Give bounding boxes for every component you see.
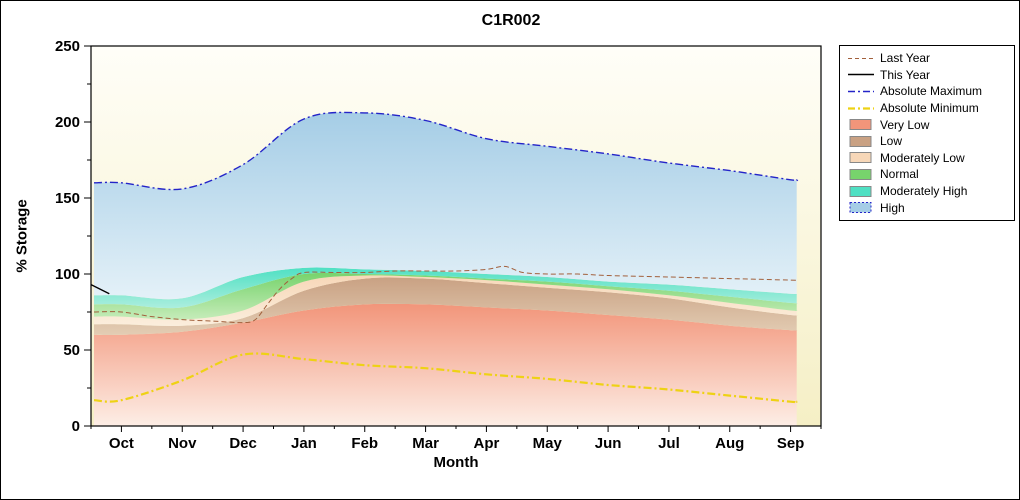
y-tick-label: 100 — [55, 266, 80, 283]
legend-item-normal: Normal — [846, 166, 1008, 183]
legend-item-last-year: Last Year — [846, 50, 1008, 67]
legend-swatch — [849, 119, 872, 131]
legend-swatch — [849, 185, 872, 197]
x-tick-label: Apr — [473, 435, 499, 452]
band-low — [94, 277, 798, 336]
x-tick-label: Nov — [168, 435, 197, 452]
legend-label: Low — [880, 134, 903, 149]
legend-swatch — [849, 152, 872, 164]
y-axis-label: % Storage — [13, 199, 31, 273]
legend-label: High — [880, 200, 905, 215]
band-very-low — [94, 303, 798, 426]
band-moderately-low — [94, 275, 798, 326]
line-last-year — [93, 265, 797, 324]
legend-swatch — [848, 57, 874, 59]
legend-label: Absolute Maximum — [880, 84, 983, 99]
legend-item-low: Low — [846, 133, 1008, 150]
x-tick-label: Sep — [777, 435, 805, 452]
legend: Last Year This Year Absolute Maximum Absolu… — [839, 45, 1015, 221]
legend-swatch — [848, 90, 874, 93]
legend-item-absolute-minimum: Absolute Minimum — [846, 100, 1008, 117]
line-absolute-minimum — [93, 352, 799, 404]
legend-item-this-year: This Year — [846, 67, 1008, 84]
x-tick-label: May — [533, 435, 563, 452]
legend-swatch — [849, 202, 872, 214]
y-tick-label: 250 — [55, 38, 80, 55]
legend-swatch — [849, 135, 872, 147]
y-tick-label: 0 — [72, 418, 80, 435]
y-tick-label: 200 — [55, 114, 80, 131]
chart-title: C1R002 — [481, 12, 541, 29]
legend-item-moderately-high: Moderately High — [846, 183, 1008, 200]
line-this-year — [91, 283, 110, 295]
legend-swatch — [848, 106, 874, 110]
legend-label: Moderately Low — [880, 150, 965, 165]
band-high — [94, 112, 798, 300]
legend-label: Absolute Minimum — [880, 101, 979, 116]
band-normal — [94, 272, 798, 320]
y-tick-label: 150 — [55, 190, 80, 207]
legend-label: Moderately High — [880, 184, 968, 199]
legend-label: Normal — [880, 167, 919, 182]
x-tick-label: Jan — [291, 435, 317, 452]
legend-label: Very Low — [880, 117, 930, 132]
x-tick-label: Aug — [715, 435, 744, 452]
legend-item-very-low: Very Low — [846, 116, 1008, 133]
x-tick-label: Mar — [412, 435, 439, 452]
y-tick-label: 50 — [63, 342, 80, 359]
legend-swatch — [848, 74, 874, 76]
legend-label: Last Year — [880, 51, 931, 66]
x-tick-label: Dec — [229, 435, 257, 452]
legend-item-absolute-maximum: Absolute Maximum — [846, 83, 1008, 100]
legend-label: This Year — [880, 67, 931, 82]
legend-swatch — [849, 168, 872, 180]
legend-item-moderately-low: Moderately Low — [846, 150, 1008, 167]
x-axis-label: Month — [433, 454, 479, 471]
x-tick-label: Oct — [109, 435, 134, 452]
legend-item-high: High — [846, 199, 1008, 216]
x-tick-label: Jul — [658, 435, 680, 452]
band-moderately-high — [94, 267, 798, 309]
x-tick-label: Feb — [351, 435, 378, 452]
x-tick-label: Jun — [595, 435, 622, 452]
